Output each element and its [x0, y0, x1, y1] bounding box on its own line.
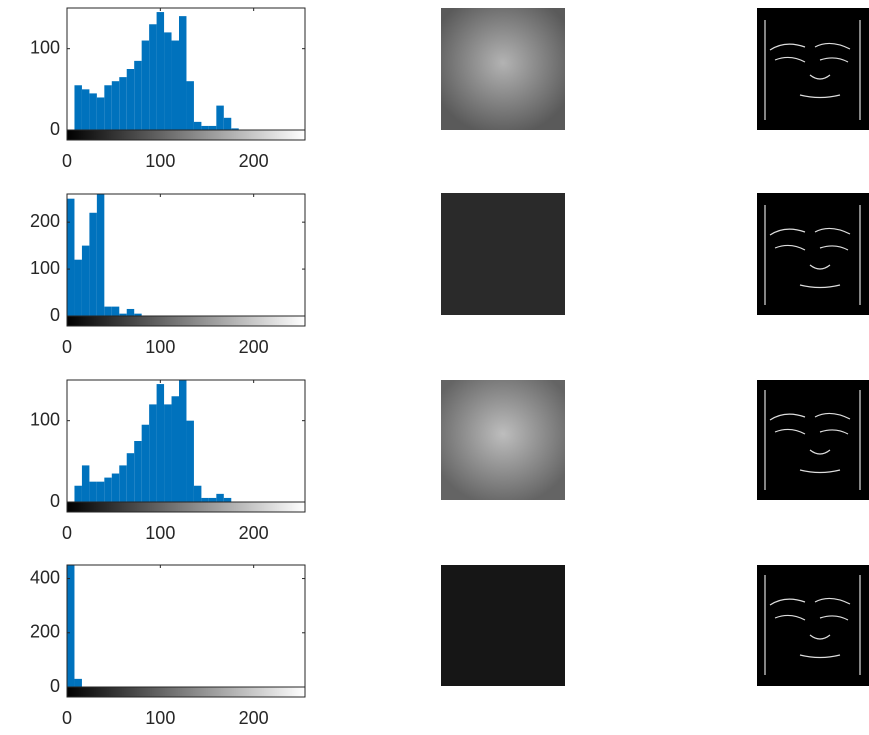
x-tick-label: 0 [62, 523, 72, 543]
y-tick-label: 0 [50, 119, 60, 139]
bar [179, 16, 186, 130]
face-images [441, 8, 565, 686]
histogram-chart: 0 100 0 100 200 [30, 8, 305, 171]
bar [104, 478, 111, 502]
bar [209, 126, 216, 130]
bar [149, 24, 156, 130]
bar [127, 69, 134, 130]
bar [97, 482, 104, 502]
histogram-chart: 0 100 0 100 200 [30, 380, 305, 543]
x-tick-label: 0 [62, 337, 72, 357]
x-tick-label: 200 [239, 151, 269, 171]
bar [82, 246, 89, 316]
face-image [441, 193, 565, 315]
y-tick-label: 100 [30, 258, 60, 278]
bar [209, 498, 216, 502]
bar [112, 81, 119, 130]
bar [134, 441, 141, 502]
bar [119, 465, 126, 502]
bar [67, 565, 74, 687]
bar [142, 425, 149, 502]
y-tick-label: 100 [30, 409, 60, 429]
bar [224, 118, 231, 130]
y-tick-label: 0 [50, 305, 60, 325]
bar [194, 486, 201, 502]
bar [82, 465, 89, 502]
bar [67, 199, 74, 316]
edge-image [757, 380, 869, 500]
face-image [441, 565, 565, 686]
x-tick-label: 100 [145, 151, 175, 171]
colorbar [67, 687, 305, 697]
bar [216, 494, 223, 502]
bar [194, 122, 201, 130]
bar [74, 85, 81, 130]
bar [157, 384, 164, 502]
bar [104, 85, 111, 130]
face-shading [441, 380, 565, 500]
y-tick-label: 200 [30, 211, 60, 231]
bar [112, 307, 119, 316]
bar [186, 421, 193, 502]
bar [82, 89, 89, 130]
x-tick-label: 200 [239, 523, 269, 543]
edge-image [757, 8, 869, 130]
figure: 0 100 0 100 200 0 100 200 0 100 200 0 100 0 100 200 0 200… [0, 0, 869, 735]
bar [164, 32, 171, 130]
x-tick-label: 100 [145, 337, 175, 357]
bar [97, 194, 104, 316]
bar [157, 12, 164, 130]
bar [104, 307, 111, 316]
bar [119, 77, 126, 130]
bar [74, 260, 81, 316]
edge-images [757, 8, 869, 686]
y-tick-label: 400 [30, 567, 60, 587]
y-tick-label: 0 [50, 676, 60, 696]
histogram-chart: 0 100 200 0 100 200 [30, 194, 305, 357]
bar [97, 97, 104, 130]
bar [201, 126, 208, 130]
y-tick-label: 0 [50, 491, 60, 511]
colorbar [67, 130, 305, 140]
y-tick-label: 200 [30, 622, 60, 642]
bar [89, 482, 96, 502]
face-shading [441, 8, 565, 130]
histogram-chart: 0 200 400 0 100 200 [30, 565, 305, 728]
x-tick-label: 100 [145, 523, 175, 543]
bar [127, 309, 134, 316]
x-tick-label: 200 [239, 708, 269, 728]
bar [224, 498, 231, 502]
edge-image [757, 565, 869, 686]
colorbar [67, 502, 305, 512]
bar [74, 679, 81, 687]
bar [112, 474, 119, 502]
bar [142, 41, 149, 130]
x-tick-label: 100 [145, 708, 175, 728]
y-tick-label: 100 [30, 37, 60, 57]
plot-area [67, 565, 305, 687]
x-tick-label: 200 [239, 337, 269, 357]
x-tick-label: 0 [62, 151, 72, 171]
bar [149, 404, 156, 502]
x-tick-label: 0 [62, 708, 72, 728]
page: 0 100 0 100 200 0 100 200 0 100 200 0 100 0 100 200 0 200… [0, 0, 869, 735]
bar [172, 396, 179, 502]
bar [89, 93, 96, 130]
edge-image [757, 193, 869, 315]
bar [164, 404, 171, 502]
bar [134, 61, 141, 130]
bar [201, 498, 208, 502]
bar [74, 486, 81, 502]
bar [186, 81, 193, 130]
colorbar [67, 316, 305, 326]
bar [127, 453, 134, 502]
bar [89, 213, 96, 316]
bar [216, 106, 223, 130]
bar [179, 380, 186, 502]
bar [172, 41, 179, 130]
